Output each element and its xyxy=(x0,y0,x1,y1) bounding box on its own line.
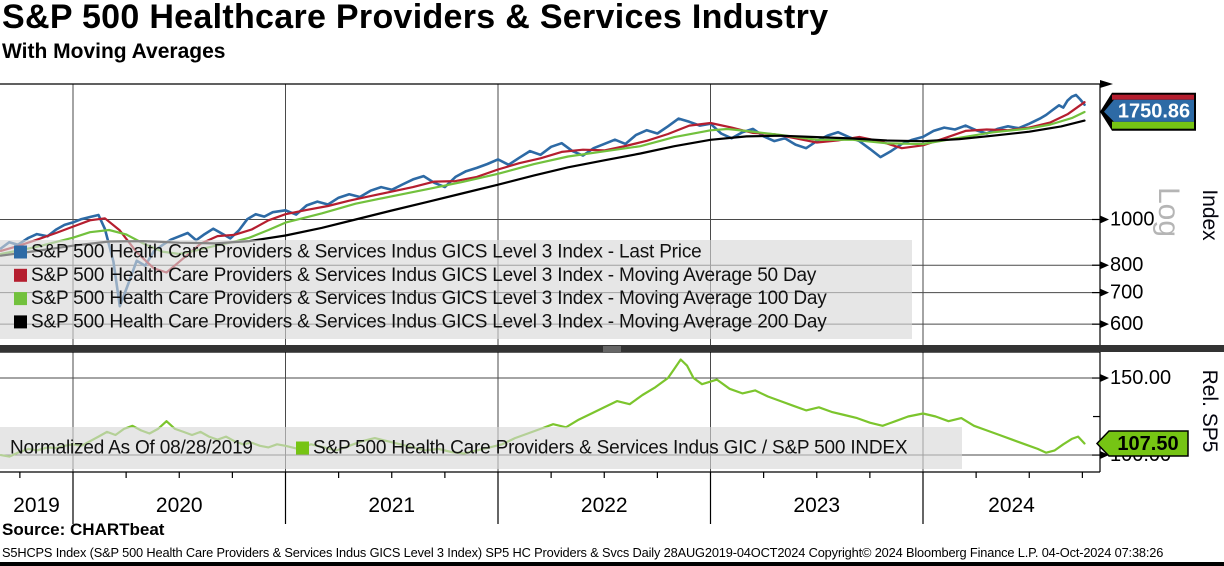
last-price-flag[interactable]: 1750.86 xyxy=(1100,92,1196,131)
relative-legend-background xyxy=(0,427,962,469)
y-tick-label: 700 xyxy=(1110,282,1143,304)
page-subtitle: With Moving Averages xyxy=(2,40,226,63)
y-tick-label: 600 xyxy=(1110,313,1143,335)
legend-label: S&P 500 Health Care Providers & Services… xyxy=(31,265,817,286)
ma100-flag-strip xyxy=(1112,121,1194,129)
bottom-black-bar xyxy=(0,562,1224,566)
x-year-label: 2019 xyxy=(13,494,60,517)
last-price-flag-body xyxy=(1104,99,1194,122)
legends: S&P 500 Health Care Providers & Services… xyxy=(10,242,908,459)
normalized-note: Normalized As Of 08/28/2019 xyxy=(10,438,253,459)
legend-label: S&P 500 Health Care Providers & Services… xyxy=(31,311,827,332)
price-legend-row[interactable]: S&P 500 Health Care Providers & Services… xyxy=(14,288,827,309)
log-scale-watermark: Log xyxy=(1152,187,1185,237)
y-tick-label: 150.00 xyxy=(1110,367,1171,389)
x-year-label: 2023 xyxy=(793,494,840,517)
value-flags: 1750.86 107.50 xyxy=(1095,92,1196,457)
panel-divider-group xyxy=(0,345,1224,352)
last-price-value: 1750.86 xyxy=(1118,101,1190,123)
legend-label: S&P 500 Health Care Providers & Services… xyxy=(313,438,908,459)
relative-value: 107.50 xyxy=(1117,433,1178,455)
footer-disclaimer: S5HCPS Index (S&P 500 Health Care Provid… xyxy=(2,545,1164,560)
axis-arrow-icon xyxy=(1100,80,1113,88)
price-legend-row[interactable]: S&P 500 Health Care Providers & Services… xyxy=(14,242,702,263)
legend-label: S&P 500 Health Care Providers & Services… xyxy=(31,242,702,263)
page-title: S&P 500 Healthcare Providers & Services … xyxy=(2,0,829,36)
legend-swatch-icon xyxy=(14,245,27,259)
y-tick-label: 1000 xyxy=(1110,208,1155,230)
price-legend-row[interactable]: S&P 500 Health Care Providers & Services… xyxy=(14,311,827,332)
y-tick-arrow-icon xyxy=(1100,261,1109,270)
axes: 1000800700600150.00100.00201920202021202… xyxy=(0,80,1221,524)
relative-value-flag[interactable]: 107.50 xyxy=(1095,430,1189,457)
price-legend-background xyxy=(0,240,912,339)
x-year-label: 2024 xyxy=(988,494,1035,517)
y-tick-arrow-icon xyxy=(1100,374,1109,383)
relative-axis-title: Rel. SP5 xyxy=(1198,370,1221,453)
y-tick-label: 800 xyxy=(1110,254,1143,276)
y-tick-arrow-icon xyxy=(1100,320,1109,329)
y-tick-arrow-icon xyxy=(1100,215,1109,224)
y-tick-arrow-icon xyxy=(1100,288,1109,297)
x-year-label: 2021 xyxy=(368,494,415,517)
x-year-label: 2020 xyxy=(156,494,203,517)
price-legend-row[interactable]: S&P 500 Health Care Providers & Services… xyxy=(14,265,817,286)
price-axis-title: Index xyxy=(1198,189,1221,241)
legend-swatch-icon xyxy=(14,315,27,329)
legend-swatch-icon xyxy=(14,268,27,282)
source-line: Source: CHARTbeat xyxy=(2,520,165,539)
legend-label: S&P 500 Health Care Providers & Services… xyxy=(31,288,827,309)
legend-swatch-icon xyxy=(296,441,309,455)
relative-flag-body xyxy=(1095,430,1189,457)
legend-backgrounds xyxy=(0,240,962,469)
legend-swatch-icon xyxy=(14,292,27,306)
y-tick-arrow-icon xyxy=(1100,451,1109,460)
ma50-flag-strip xyxy=(1112,94,1194,100)
relative-legend-row[interactable]: S&P 500 Health Care Providers & Services… xyxy=(296,438,908,459)
x-year-label: 2022 xyxy=(581,494,628,517)
